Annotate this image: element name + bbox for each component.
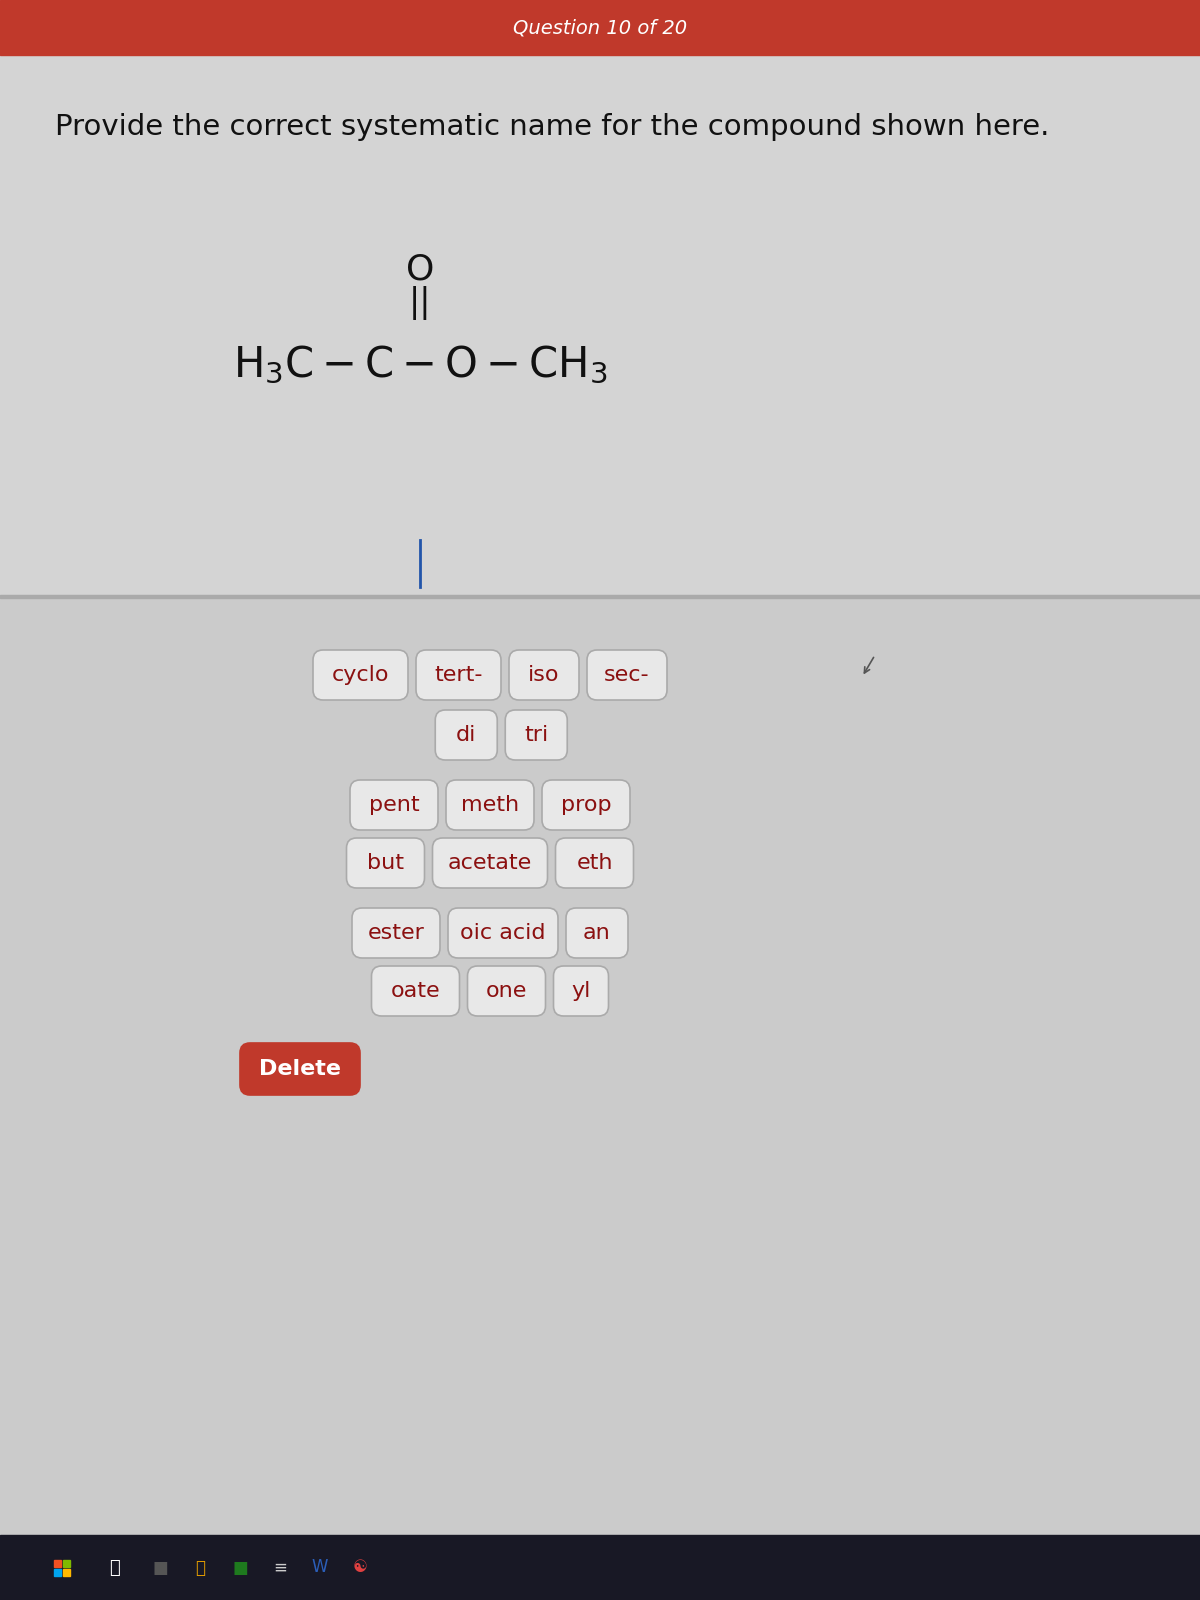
FancyBboxPatch shape xyxy=(350,781,438,830)
Text: ■: ■ xyxy=(232,1558,248,1576)
Text: prop: prop xyxy=(560,795,611,814)
Text: iso: iso xyxy=(528,666,559,685)
Bar xyxy=(54,1560,61,1566)
Bar xyxy=(0,54,1200,595)
FancyBboxPatch shape xyxy=(240,1043,360,1094)
Text: Provide the correct systematic name for the compound shown here.: Provide the correct systematic name for … xyxy=(55,114,1049,141)
Text: ≡: ≡ xyxy=(274,1558,287,1576)
FancyBboxPatch shape xyxy=(416,650,502,701)
Bar xyxy=(0,595,1200,598)
FancyBboxPatch shape xyxy=(468,966,546,1016)
Text: pent: pent xyxy=(368,795,419,814)
FancyBboxPatch shape xyxy=(347,838,425,888)
Text: cyclo: cyclo xyxy=(331,666,389,685)
Text: eth: eth xyxy=(576,853,613,874)
Text: $\mathsf{H_3C-C-O-CH_3}$: $\mathsf{H_3C-C-O-CH_3}$ xyxy=(233,344,607,386)
FancyBboxPatch shape xyxy=(542,781,630,830)
Text: di: di xyxy=(456,725,476,746)
Bar xyxy=(54,1568,61,1576)
Text: tert-: tert- xyxy=(434,666,482,685)
Bar xyxy=(0,1534,1200,1600)
Text: acetate: acetate xyxy=(448,853,532,874)
Text: ⬛: ⬛ xyxy=(194,1558,205,1576)
FancyBboxPatch shape xyxy=(556,838,634,888)
Text: tri: tri xyxy=(524,725,548,746)
FancyBboxPatch shape xyxy=(448,909,558,958)
Text: meth: meth xyxy=(461,795,520,814)
Text: Delete: Delete xyxy=(259,1059,341,1078)
Text: Question 10 of 20: Question 10 of 20 xyxy=(512,18,688,37)
Text: oic acid: oic acid xyxy=(461,923,546,942)
Bar xyxy=(64,1560,70,1566)
FancyBboxPatch shape xyxy=(313,650,408,701)
Text: W: W xyxy=(312,1558,329,1576)
Text: one: one xyxy=(486,981,527,1002)
Text: yl: yl xyxy=(571,981,590,1002)
Text: 🔍: 🔍 xyxy=(109,1558,120,1576)
FancyBboxPatch shape xyxy=(553,966,608,1016)
Text: ■: ■ xyxy=(152,1558,168,1576)
Text: ||: || xyxy=(409,286,431,320)
Text: ☯: ☯ xyxy=(353,1558,367,1576)
Text: O: O xyxy=(406,253,434,286)
FancyBboxPatch shape xyxy=(352,909,440,958)
Bar xyxy=(0,0,1200,54)
FancyBboxPatch shape xyxy=(372,966,460,1016)
Text: sec-: sec- xyxy=(604,666,650,685)
FancyBboxPatch shape xyxy=(566,909,628,958)
FancyBboxPatch shape xyxy=(446,781,534,830)
FancyBboxPatch shape xyxy=(509,650,580,701)
Bar xyxy=(64,1568,70,1576)
FancyBboxPatch shape xyxy=(587,650,667,701)
Text: but: but xyxy=(367,853,404,874)
Bar xyxy=(0,595,1200,1534)
Text: ester: ester xyxy=(367,923,425,942)
FancyBboxPatch shape xyxy=(505,710,568,760)
FancyBboxPatch shape xyxy=(432,838,547,888)
FancyBboxPatch shape xyxy=(436,710,497,760)
Text: oate: oate xyxy=(391,981,440,1002)
Text: an: an xyxy=(583,923,611,942)
